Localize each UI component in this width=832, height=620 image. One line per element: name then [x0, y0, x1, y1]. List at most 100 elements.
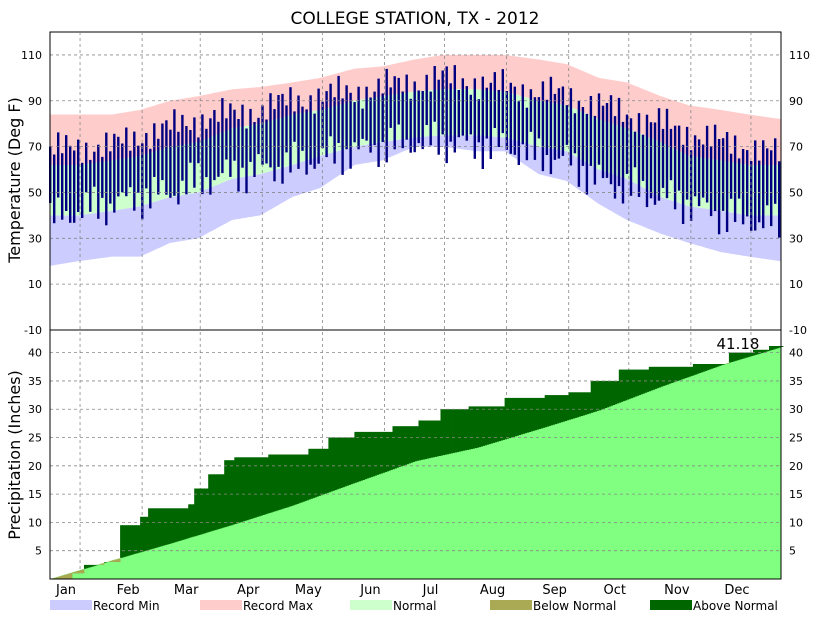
above-normal-bar	[194, 488, 197, 537]
above-normal-bar	[234, 457, 237, 524]
actual-temp-bar	[285, 105, 288, 153]
above-normal-bar	[266, 457, 269, 514]
above-normal-bar	[222, 474, 225, 528]
actual-temp-bar	[661, 128, 665, 188]
above-normal-bar	[360, 431, 363, 481]
above-normal-bar	[322, 448, 325, 495]
above-normal-bar	[742, 352, 746, 359]
above-normal-bar	[328, 437, 331, 493]
actual-temp-bar	[553, 93, 557, 160]
above-normal-bar	[686, 366, 690, 378]
above-normal-bar	[670, 366, 674, 383]
above-normal-bar	[196, 488, 199, 536]
actual-temp-bar	[105, 132, 108, 226]
actual-temp-bar	[81, 162, 84, 218]
above-normal-bar	[586, 392, 590, 415]
above-normal-bar	[252, 457, 255, 519]
actual-temp-bar	[193, 117, 196, 188]
above-normal-bar	[642, 369, 646, 394]
above-normal-bar	[628, 369, 632, 399]
precip-tick-label-left: 35	[28, 375, 42, 388]
actual-temp-bar	[273, 109, 276, 182]
record-max-area	[50, 54, 781, 165]
above-normal-bar	[224, 460, 227, 528]
above-normal-bar	[402, 426, 405, 466]
above-normal-bar	[592, 380, 596, 413]
above-normal-bar	[612, 380, 616, 405]
actual-temp-bar	[365, 86, 368, 141]
actual-temp-bar	[677, 125, 681, 191]
below-normal-bar	[102, 563, 105, 565]
above-normal-bar	[482, 406, 485, 446]
above-normal-bar	[126, 525, 129, 557]
above-normal-bar	[660, 366, 664, 387]
actual-temp-bar	[517, 101, 520, 165]
above-normal-bar	[524, 397, 527, 434]
actual-temp-bar	[521, 84, 524, 145]
above-normal-bar	[560, 395, 564, 423]
above-normal-bar	[316, 448, 319, 497]
actual-temp-bar	[269, 93, 272, 168]
above-normal-bar	[166, 508, 169, 545]
above-normal-bar	[220, 474, 223, 529]
above-normal-bar	[250, 457, 253, 519]
below-normal-bar	[726, 363, 730, 364]
actual-temp-bar	[121, 143, 124, 193]
above-normal-bar	[362, 431, 365, 480]
actual-temp-bar	[737, 158, 741, 199]
actual-temp-bar	[133, 131, 136, 211]
precip-tick-label-right: 10	[789, 516, 803, 529]
above-normal-bar	[310, 448, 313, 499]
above-normal-bar	[574, 392, 578, 418]
above-normal-bar	[404, 426, 407, 465]
actual-temp-bar	[137, 145, 140, 193]
above-normal-bar	[342, 437, 345, 488]
actual-temp-bar	[161, 123, 164, 181]
actual-temp-bar	[705, 125, 709, 203]
above-normal-bar	[278, 454, 281, 510]
actual-temp-bar	[713, 124, 717, 212]
actual-temp-bar	[249, 108, 252, 162]
above-normal-bar	[747, 352, 750, 358]
above-normal-bar	[526, 397, 530, 433]
actual-temp-bar	[141, 143, 144, 220]
actual-temp-bar	[61, 153, 64, 220]
above-normal-bar	[264, 457, 267, 515]
actual-temp-bar	[353, 102, 356, 143]
actual-temp-bar	[569, 88, 573, 166]
actual-temp-bar	[297, 95, 300, 169]
actual-temp-bar	[585, 113, 589, 195]
actual-temp-bar	[373, 91, 376, 146]
actual-temp-bar	[453, 65, 456, 153]
above-normal-bar	[474, 406, 477, 449]
above-normal-bar	[536, 397, 540, 430]
above-normal-bar	[488, 406, 491, 445]
actual-temp-bar	[697, 139, 701, 207]
above-normal-bar	[132, 525, 135, 555]
above-normal-bar	[775, 346, 778, 349]
precip-tick-label-left: 25	[28, 432, 42, 445]
above-normal-bar	[86, 564, 89, 569]
actual-temp-bar	[117, 136, 120, 197]
above-normal-bar	[318, 448, 321, 496]
above-normal-bar	[268, 454, 271, 514]
above-normal-bar	[150, 508, 153, 550]
above-normal-bar	[380, 431, 383, 474]
precip-tick-label-right: 25	[789, 432, 803, 445]
actual-temp-bar	[461, 78, 464, 136]
above-normal-bar	[434, 420, 437, 457]
actual-temp-bar	[689, 150, 693, 221]
month-label: May	[295, 583, 322, 598]
above-normal-bar	[704, 364, 708, 371]
above-normal-bar	[230, 460, 233, 526]
actual-temp-bar	[609, 95, 613, 185]
actual-temp-bar	[758, 160, 761, 223]
above-normal-bar	[530, 397, 534, 432]
actual-temp-bar	[685, 126, 689, 200]
above-normal-bar	[664, 366, 668, 386]
actual-temp-bar	[681, 144, 685, 224]
actual-temp-bar	[425, 74, 428, 125]
actual-temp-bar	[245, 128, 248, 194]
actual-temp-bar	[85, 142, 88, 193]
above-normal-bar	[124, 525, 127, 557]
